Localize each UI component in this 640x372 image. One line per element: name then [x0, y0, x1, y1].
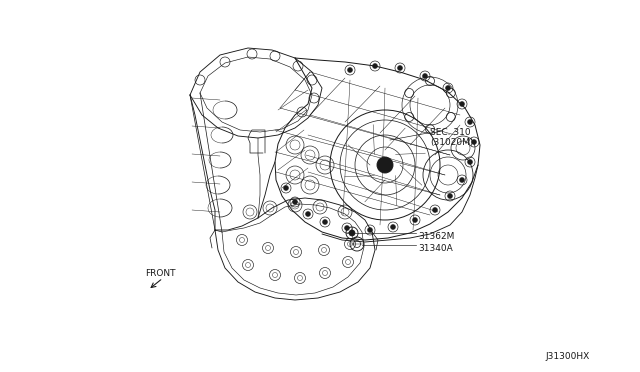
Circle shape: [433, 208, 438, 212]
Circle shape: [397, 65, 403, 71]
Text: 31362M: 31362M: [418, 232, 454, 241]
Circle shape: [460, 102, 465, 106]
Circle shape: [367, 228, 372, 232]
Circle shape: [460, 177, 465, 183]
Circle shape: [284, 186, 289, 190]
Circle shape: [377, 157, 393, 173]
Text: SEC. 310
(31020M): SEC. 310 (31020M): [430, 128, 474, 147]
Circle shape: [344, 225, 349, 231]
Circle shape: [445, 86, 451, 90]
Circle shape: [447, 193, 452, 199]
Text: 31340A: 31340A: [418, 244, 452, 253]
Circle shape: [413, 218, 417, 222]
Circle shape: [467, 119, 472, 125]
Circle shape: [467, 160, 472, 164]
Text: FRONT: FRONT: [145, 269, 175, 278]
Circle shape: [323, 219, 328, 224]
Circle shape: [348, 67, 353, 73]
Circle shape: [305, 212, 310, 217]
Circle shape: [349, 230, 355, 236]
Circle shape: [292, 199, 298, 205]
Circle shape: [422, 74, 428, 78]
Circle shape: [390, 224, 396, 230]
Text: J31300HX: J31300HX: [546, 352, 590, 361]
Circle shape: [472, 140, 477, 144]
Circle shape: [372, 64, 378, 68]
